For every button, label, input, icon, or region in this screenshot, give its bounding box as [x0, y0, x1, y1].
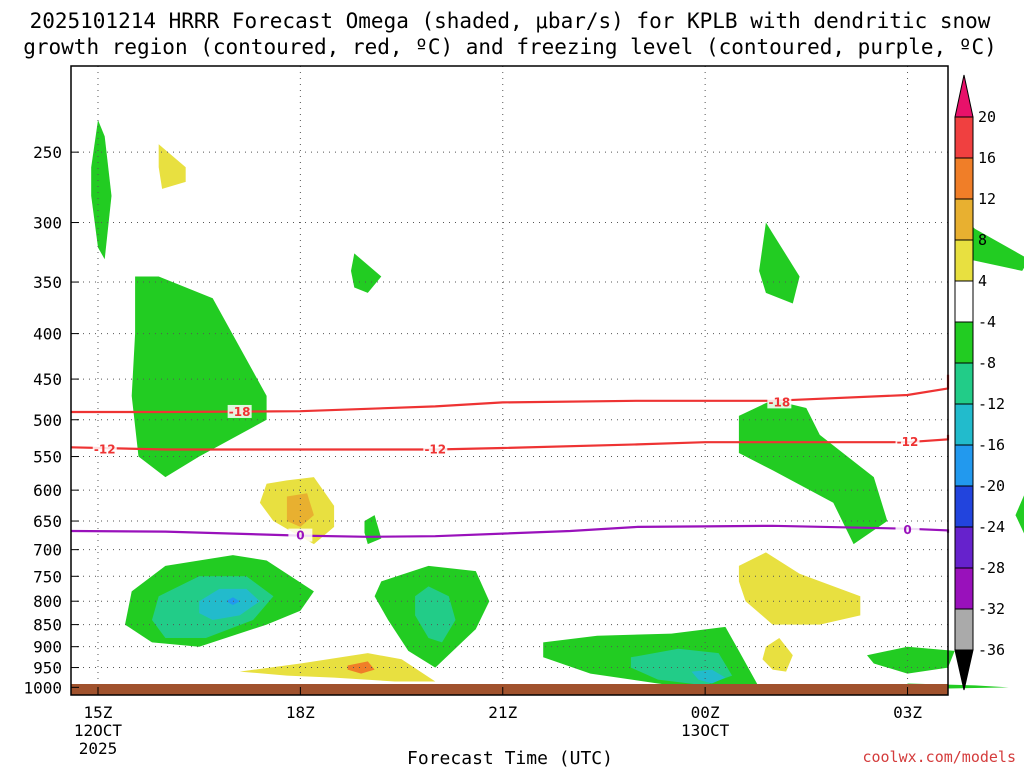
- x-tick-label: 13OCT: [681, 721, 730, 740]
- omega-region-14: [199, 588, 260, 620]
- colorbar-label: -36: [978, 641, 1005, 659]
- y-tick-label: 400: [33, 325, 62, 344]
- colorbar-segment: [954, 239, 974, 282]
- omega-region-17: [415, 586, 456, 643]
- y-tick-label: 800: [33, 592, 62, 611]
- omega-region-0: [91, 120, 112, 260]
- y-tick-label: 300: [33, 214, 62, 233]
- omega-region-7: [1015, 495, 1024, 534]
- colorbar-bottom-arrow: [954, 649, 974, 691]
- x-tick-label: 00Z: [691, 703, 720, 722]
- colorbar-label: -24: [978, 518, 1005, 536]
- colorbar-segment: [954, 321, 974, 364]
- omega-region-25: [867, 646, 955, 674]
- y-tick-label: 650: [33, 512, 62, 531]
- x-tick-label: 2025: [79, 739, 118, 758]
- colorbar-segment: [954, 526, 974, 569]
- contour-label: 0: [903, 523, 911, 537]
- colorbar-segment: [954, 198, 974, 241]
- contour-label: -18: [769, 395, 791, 409]
- omega-region-1: [158, 144, 186, 189]
- colorbar-label: -28: [978, 559, 1005, 577]
- colorbar-label: -8: [978, 354, 996, 372]
- contour-label-bg: [227, 404, 252, 418]
- credit-text: coolwx.com/models: [862, 748, 1016, 766]
- chart-title-line2: growth region (contoured, red, ºC) and f…: [23, 35, 997, 59]
- x-tick-label: 12OCT: [74, 721, 123, 740]
- omega-region-22: [691, 669, 726, 684]
- contour-label-bg: [288, 528, 313, 542]
- colorbar-top-arrow: [954, 74, 974, 118]
- y-tick-label: 250: [33, 143, 62, 162]
- contour-label-bg: [895, 522, 920, 536]
- contour-label: -12: [94, 442, 116, 456]
- y-tick-label: 600: [33, 481, 62, 500]
- x-tick-label: 03Z: [893, 703, 922, 722]
- y-tick-label: 750: [33, 567, 62, 586]
- colorbar-segment: [954, 116, 974, 159]
- contour-label-bg: [92, 442, 117, 456]
- y-tick-label: 450: [33, 370, 62, 389]
- y-tick-label: 700: [33, 541, 62, 560]
- omega-shading: [91, 120, 1024, 692]
- colorbar-segment: [954, 567, 974, 610]
- colorbar-label: 20: [978, 108, 996, 126]
- y-tick-label: 900: [33, 638, 62, 657]
- colorbar-label: -12: [978, 395, 1005, 413]
- colorbar-label: -4: [978, 313, 996, 331]
- colorbar-segment: [954, 362, 974, 405]
- y-tick-label: 550: [33, 448, 62, 467]
- y-tick-label: 1000: [23, 678, 62, 697]
- omega-region-3: [351, 253, 382, 293]
- omega-region-18: [239, 653, 436, 682]
- contour-label: -12: [424, 442, 446, 456]
- y-tick-label: 500: [33, 411, 62, 430]
- colorbar-segment: [954, 444, 974, 487]
- plot-frame: [70, 65, 949, 696]
- omega-region-11: [364, 515, 382, 545]
- colorbar-label: 8: [978, 231, 987, 249]
- colorbar-label: -20: [978, 477, 1005, 495]
- colorbar-label: 12: [978, 190, 996, 208]
- contour-label-bg: [423, 442, 448, 456]
- x-axis-label: Forecast Time (UTC): [407, 748, 613, 768]
- y-tick-label: 950: [33, 659, 62, 678]
- colorbar-label: -32: [978, 600, 1005, 618]
- x-tick-label: 18Z: [286, 703, 315, 722]
- omega-region-19: [347, 661, 375, 674]
- contour-label: -12: [897, 435, 919, 449]
- colorbar-label: -16: [978, 436, 1005, 454]
- colorbar: 20 16 12 8 4 -4 -8 -12 -16 -20 -24 -28 -32 -36: [954, 74, 1005, 691]
- y-tick-label: 850: [33, 616, 62, 635]
- ground-surface: [71, 684, 948, 695]
- omega-region-15: [226, 597, 240, 605]
- colorbar-segment: [954, 608, 974, 651]
- y-axis-ticks: 250 300 350 400 450 500 550 600 650 700 750 800 850 9…: [23, 143, 79, 697]
- omega-region-24: [762, 638, 793, 672]
- contour-label: 0: [296, 529, 304, 543]
- contour-label-bg: [895, 435, 920, 449]
- grid-lines: [71, 66, 948, 688]
- omega-region-23: [738, 552, 861, 625]
- contour-label: -18: [229, 405, 251, 419]
- y-tick-label: 350: [33, 273, 62, 292]
- colorbar-label: 4: [978, 272, 987, 290]
- x-tick-label: 21Z: [488, 703, 517, 722]
- colorbar-segment: [954, 485, 974, 528]
- contour-line-0: [70, 524, 950, 538]
- x-axis-ticks: 15Z12OCT202518Z21Z00Z13OCT03Z06Z: [74, 687, 922, 758]
- colorbar-label: 16: [978, 149, 996, 167]
- contour-label-bg: [767, 395, 792, 409]
- omega-region-6: [738, 399, 888, 545]
- omega-region-2: [131, 276, 267, 478]
- x-tick-label: 15Z: [84, 703, 113, 722]
- colorbar-segment: [954, 157, 974, 200]
- omega-region-4: [759, 222, 800, 304]
- colorbar-segment: [954, 403, 974, 446]
- chart-title-line1: 2025101214 HRRR Forecast Omega (shaded, …: [30, 9, 991, 33]
- colorbar-segment: [954, 280, 974, 323]
